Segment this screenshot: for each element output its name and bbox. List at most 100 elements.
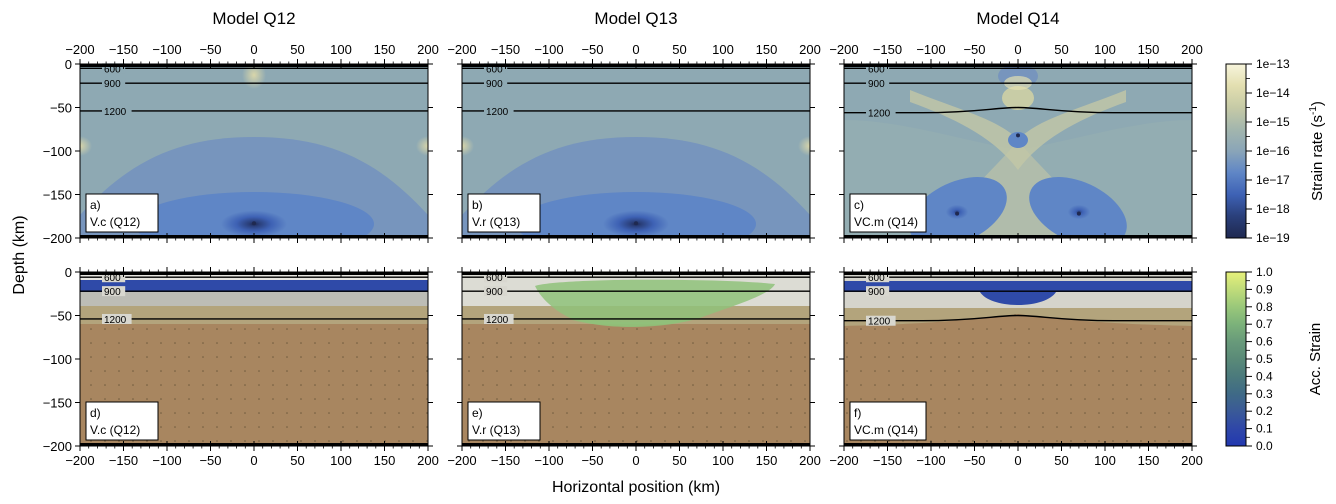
x-tick-label: −200 bbox=[447, 42, 476, 57]
x-tick-label: 0 bbox=[250, 42, 257, 57]
x-tick-label: −150 bbox=[873, 42, 902, 57]
x-tick-label: 0 bbox=[632, 42, 639, 57]
panel-label: V.r (Q13) bbox=[472, 215, 520, 229]
panel-b: 600 900 1200 −200 −150 −100 −50 0 50 100 150 200 b) V… bbox=[447, 42, 821, 243]
x-tick-label: 100 bbox=[712, 453, 734, 468]
isotherm-label: 900 bbox=[104, 287, 121, 298]
x-tick-label: −100 bbox=[534, 42, 563, 57]
isotherm-label: 1200 bbox=[868, 317, 891, 328]
x-tick-label: 150 bbox=[1138, 453, 1160, 468]
colorbar-tick-label: 1e−14 bbox=[1256, 86, 1290, 100]
strain-max-marker bbox=[634, 221, 638, 226]
isotherm-label-bg bbox=[484, 272, 508, 283]
strain-rate-label: Strain rate (s-1) bbox=[1308, 101, 1326, 201]
panel-label: VC.m (Q14) bbox=[854, 423, 918, 437]
panel-e: 600 900 1200 −200 −150 −100 −50 0 50 100 150 200 e) V… bbox=[447, 267, 821, 468]
x-tick-label: 100 bbox=[330, 42, 352, 57]
isotherm-label-bg bbox=[484, 313, 514, 324]
x-tick-label: 200 bbox=[417, 42, 439, 57]
y-axis-label: Depth (km) bbox=[11, 215, 28, 294]
isotherm-label-bg bbox=[102, 313, 132, 324]
y-tick-label: −200 bbox=[43, 231, 72, 246]
x-tick-label: 50 bbox=[672, 453, 686, 468]
x-tick-label: 50 bbox=[290, 453, 304, 468]
panel-label-box bbox=[85, 193, 159, 233]
isotherm-label: 600 bbox=[104, 64, 121, 75]
x-tick-label: −200 bbox=[65, 42, 94, 57]
panel-e-field bbox=[462, 272, 810, 446]
isotherm-label-bg bbox=[866, 315, 896, 326]
panel-label-box bbox=[85, 401, 159, 441]
panel-a: 600 900 1200 −200 −150 −100 −50 0 50 100 150 200 0 −5… bbox=[43, 42, 439, 246]
panel-letter: d) bbox=[90, 406, 101, 420]
isotherm-label: 600 bbox=[104, 273, 121, 284]
x-tick-label: 200 bbox=[417, 453, 439, 468]
column-title-q12: Model Q12 bbox=[212, 9, 295, 28]
x-tick-label: −150 bbox=[491, 453, 520, 468]
colorbar-tick-label: 1e−19 bbox=[1256, 231, 1290, 245]
column-title-q13: Model Q13 bbox=[594, 9, 677, 28]
x-tick-label: −50 bbox=[963, 453, 985, 468]
isotherm-label: 900 bbox=[868, 79, 885, 90]
x-tick-label: −50 bbox=[581, 453, 603, 468]
x-tick-label: 150 bbox=[374, 453, 396, 468]
x-tick-label: 150 bbox=[756, 42, 778, 57]
isotherm-label: 600 bbox=[486, 64, 503, 75]
colorbar-tick-label: 1e−16 bbox=[1256, 144, 1290, 158]
isotherm-label-bg bbox=[484, 63, 508, 74]
x-tick-label: −150 bbox=[873, 453, 902, 468]
colorbar-tick-label: 0.1 bbox=[1256, 422, 1273, 436]
isotherm-label-bg bbox=[866, 272, 890, 283]
x-tick-label: 50 bbox=[1054, 42, 1068, 57]
y-tick-label: −50 bbox=[50, 101, 72, 116]
y-tick-label: −100 bbox=[43, 352, 72, 367]
isotherm-label-bg bbox=[484, 105, 514, 116]
panel-letter: c) bbox=[854, 198, 864, 212]
x-tick-label: −100 bbox=[534, 453, 563, 468]
colorbar-tick-label: 0.4 bbox=[1256, 369, 1273, 383]
panel-label: V.r (Q13) bbox=[472, 423, 520, 437]
x-tick-label: 50 bbox=[1054, 453, 1068, 468]
isotherm-label-bg bbox=[866, 78, 890, 89]
x-tick-label: 150 bbox=[1138, 42, 1160, 57]
x-tick-label: −50 bbox=[199, 453, 221, 468]
isotherm-label: 1200 bbox=[104, 315, 127, 326]
strain-max-marker bbox=[1016, 133, 1020, 138]
isotherm-label: 600 bbox=[486, 273, 503, 284]
acc-strain-label: Acc. Strain bbox=[1307, 323, 1324, 396]
x-tick-label: 0 bbox=[1014, 453, 1021, 468]
x-tick-label: −50 bbox=[963, 42, 985, 57]
panel-c-field bbox=[844, 64, 1192, 238]
x-axis-label: Horizontal position (km) bbox=[552, 479, 720, 496]
panel-label: V.c (Q12) bbox=[90, 215, 140, 229]
strain-max-marker bbox=[955, 211, 960, 216]
strain-max-marker bbox=[1076, 211, 1081, 216]
x-tick-label: 50 bbox=[290, 42, 304, 57]
isotherm-label-bg bbox=[102, 272, 126, 283]
x-tick-label: 200 bbox=[1181, 453, 1203, 468]
colorbar-tick-label: 1e−18 bbox=[1256, 202, 1290, 216]
isotherm-label-bg bbox=[102, 286, 126, 297]
panel-letter: f) bbox=[854, 406, 861, 420]
y-tick-label: 0 bbox=[65, 57, 72, 72]
x-tick-label: 200 bbox=[1181, 42, 1203, 57]
y-tick-label: −150 bbox=[43, 188, 72, 203]
panel-c: 600 900 1200 −200 −150 −100 −50 0 50 100 150 200 c) V… bbox=[829, 42, 1203, 243]
panel-label: VC.m (Q14) bbox=[854, 215, 918, 229]
panel-letter: b) bbox=[472, 198, 483, 212]
isotherm-label: 900 bbox=[868, 287, 885, 298]
isotherm-label: 600 bbox=[868, 273, 885, 284]
isotherm-label: 900 bbox=[486, 287, 503, 298]
isotherm-label: 1200 bbox=[868, 109, 891, 120]
x-tick-label: 50 bbox=[672, 42, 686, 57]
y-tick-label: −50 bbox=[50, 309, 72, 324]
x-tick-label: −200 bbox=[65, 453, 94, 468]
x-tick-label: 0 bbox=[250, 453, 257, 468]
column-title-q14: Model Q14 bbox=[976, 9, 1059, 28]
isotherm-label: 600 bbox=[868, 64, 885, 75]
isotherm-label-bg bbox=[866, 107, 896, 118]
panel-label-box bbox=[849, 401, 927, 441]
y-tick-label: −100 bbox=[43, 144, 72, 159]
colorbar-tick-label: 1e−13 bbox=[1256, 57, 1290, 71]
